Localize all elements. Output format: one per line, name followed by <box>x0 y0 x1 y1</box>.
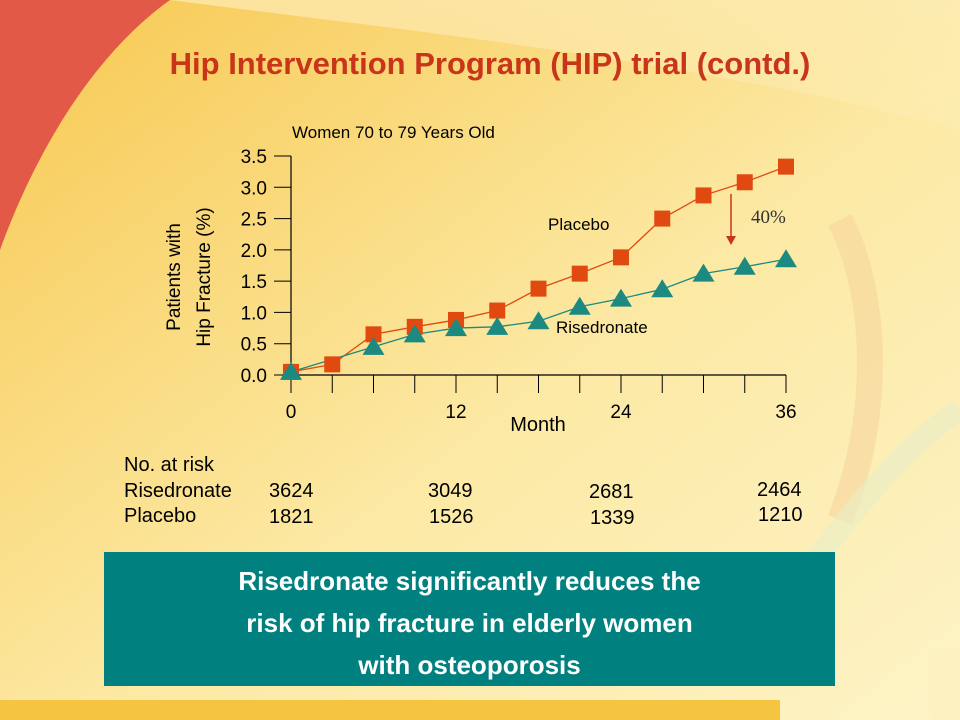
chart-axes: 0.0 0.5 1.0 1.5 2.0 2.5 3.0 3.5 0 12 24 36 <box>241 147 797 423</box>
y-tick-label: 2.5 <box>241 210 267 231</box>
risedronate-point <box>486 316 509 335</box>
x-tick-label: 36 <box>775 402 796 423</box>
reduction-arrowhead <box>726 236 736 245</box>
at-risk-value: 1821 <box>269 506 314 528</box>
placebo-point <box>530 280 547 297</box>
y-axis-label-line2: Hip Fracture (%) <box>194 207 215 346</box>
series-label-risedronate: Risedronate <box>556 318 648 337</box>
risedronate-point <box>733 256 756 275</box>
x-axis-label: Month <box>510 414 566 436</box>
slide-title: Hip Intervention Program (HIP) trial (co… <box>169 46 811 81</box>
risedronate-point <box>568 296 591 315</box>
at-risk-row-label: Placebo <box>124 505 197 527</box>
y-axis-label-line1: Patients with <box>164 223 185 331</box>
placebo-point <box>571 265 588 282</box>
y-tick-label: 1.0 <box>241 303 267 324</box>
series-label-placebo: Placebo <box>548 215 609 234</box>
placebo-point <box>695 187 712 204</box>
placebo-point <box>613 249 629 266</box>
y-tick-label: 3.0 <box>241 178 267 199</box>
series-line-placebo <box>290 166 787 373</box>
callout-line: with osteoporosis <box>358 650 581 680</box>
y-tick-label: 0.5 <box>241 335 267 356</box>
corner-swoosh <box>0 0 170 250</box>
risedronate-point <box>775 249 797 268</box>
placebo-point <box>489 302 506 319</box>
risedronate-point <box>445 318 467 337</box>
reduction-label: 40% <box>751 207 786 228</box>
risedronate-point <box>280 361 302 380</box>
at-risk-value: 2681 <box>589 481 634 503</box>
placebo-point <box>324 356 341 373</box>
chart-subtitle: Women 70 to 79 Years Old <box>292 123 495 142</box>
x-tick-label: 12 <box>445 402 466 423</box>
placebo-point <box>654 210 671 227</box>
risedronate-point <box>362 336 385 355</box>
at-risk-value: 2464 <box>757 479 802 501</box>
at-risk-value: 3624 <box>269 480 314 502</box>
risedronate-point <box>403 324 426 343</box>
placebo-point <box>736 174 753 191</box>
callout-line: risk of hip fracture in elderly women <box>246 608 693 638</box>
x-tick-label: 24 <box>610 402 632 423</box>
y-tick-label: 3.5 <box>241 147 267 168</box>
y-tick-label: 0.0 <box>241 366 267 387</box>
y-tick-label: 1.5 <box>241 272 267 293</box>
callout-line: Risedronate significantly reduces the <box>238 566 701 596</box>
at-risk-title: No. at risk <box>124 454 215 476</box>
y-tick-label: 2.0 <box>241 241 267 262</box>
at-risk-value: 1339 <box>590 507 635 529</box>
x-tick-label: 0 <box>286 402 297 423</box>
conclusion-callout: Risedronate significantly reduces the ri… <box>104 552 835 686</box>
at-risk-value: 1526 <box>429 506 474 528</box>
at-risk-value: 3049 <box>428 480 473 502</box>
risedronate-point <box>692 263 715 282</box>
risedronate-point <box>610 288 632 307</box>
risedronate-point <box>527 311 550 330</box>
placebo-point <box>778 158 794 175</box>
reduction-annotation: 40% <box>726 194 786 245</box>
at-risk-row-label: Risedronate <box>124 480 232 502</box>
at-risk-value: 1210 <box>758 504 803 526</box>
risedronate-point <box>651 279 674 298</box>
placebo-point <box>365 326 382 343</box>
chart-series-lines <box>290 166 787 373</box>
spine-decoration <box>827 214 883 525</box>
chart-markers <box>280 158 797 380</box>
